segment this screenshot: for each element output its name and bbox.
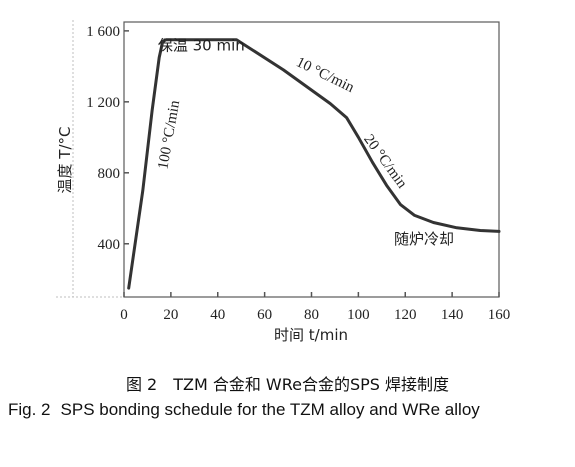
x-axis-title: 时间 t/min (274, 326, 348, 344)
annotation-label: 100 °C/min (155, 99, 183, 171)
x-tick-label: 40 (210, 307, 225, 323)
y-axis-title: 温度 T/°C (56, 127, 74, 194)
annotation-label: 随炉冷却 (394, 230, 454, 248)
figure-caption-en: Fig. 2 SPS bonding schedule for the TZM a… (8, 397, 560, 423)
x-tick-label: 20 (163, 307, 178, 323)
x-tick-label: 80 (304, 307, 319, 323)
chart: 0 20 40 60 80 100 120 140 160 400 800 1 200 1 600 保… (56, 20, 510, 344)
annotation-label: 10 °C/min (293, 54, 356, 96)
x-tick-label: 100 (347, 307, 370, 323)
x-tick-label: 60 (257, 307, 272, 323)
y-tick-label: 800 (98, 166, 121, 182)
figure-caption-cn: 图 2 TZM 合金和 WRe合金的SPS 焊接制度 (125, 375, 450, 394)
figure-caption-en-text: SPS bonding schedule for the TZM alloy a… (60, 400, 480, 419)
x-tick-label: 120 (394, 307, 417, 323)
y-tick-label: 1 600 (86, 24, 120, 40)
x-tick-label: 140 (441, 307, 464, 323)
x-axis-ticks: 0 20 40 60 80 100 120 140 160 (120, 292, 510, 323)
x-tick-label: 160 (488, 307, 511, 323)
y-tick-label: 1 200 (86, 95, 120, 111)
figure-label: Fig. 2 (8, 400, 51, 419)
y-axis-ticks: 400 800 1 200 1 600 (86, 24, 129, 253)
temperature-curve (127, 38, 501, 290)
x-tick-label: 0 (120, 307, 128, 323)
annotation-label: 保温 30 min (158, 36, 245, 54)
y-tick-label: 400 (98, 237, 121, 253)
